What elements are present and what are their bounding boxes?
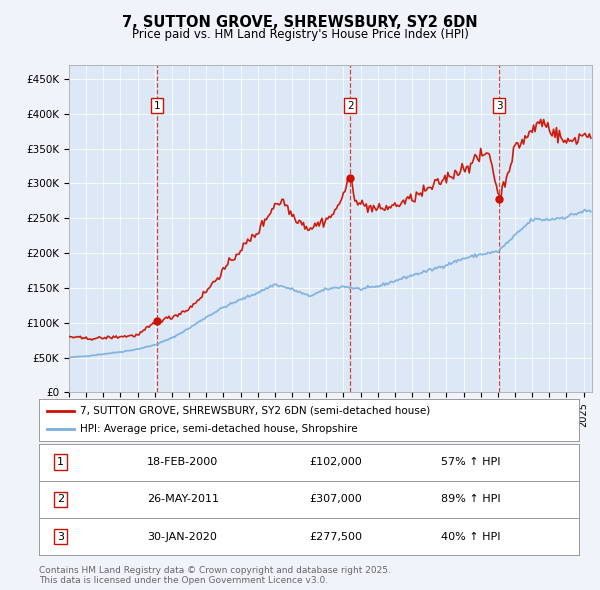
Text: 2: 2 xyxy=(57,494,64,504)
Text: 2: 2 xyxy=(347,101,353,111)
Text: £277,500: £277,500 xyxy=(310,532,362,542)
Text: HPI: Average price, semi-detached house, Shropshire: HPI: Average price, semi-detached house,… xyxy=(79,424,357,434)
Text: 1: 1 xyxy=(57,457,64,467)
Text: 7, SUTTON GROVE, SHREWSBURY, SY2 6DN: 7, SUTTON GROVE, SHREWSBURY, SY2 6DN xyxy=(122,15,478,30)
Text: Price paid vs. HM Land Registry's House Price Index (HPI): Price paid vs. HM Land Registry's House … xyxy=(131,28,469,41)
Text: 7, SUTTON GROVE, SHREWSBURY, SY2 6DN (semi-detached house): 7, SUTTON GROVE, SHREWSBURY, SY2 6DN (se… xyxy=(79,406,430,416)
Text: 3: 3 xyxy=(57,532,64,542)
Text: 40% ↑ HPI: 40% ↑ HPI xyxy=(441,532,501,542)
Text: £307,000: £307,000 xyxy=(310,494,362,504)
Text: Contains HM Land Registry data © Crown copyright and database right 2025.
This d: Contains HM Land Registry data © Crown c… xyxy=(39,566,391,585)
Text: 30-JAN-2020: 30-JAN-2020 xyxy=(147,532,217,542)
Text: 18-FEB-2000: 18-FEB-2000 xyxy=(147,457,218,467)
Text: 1: 1 xyxy=(154,101,160,111)
Text: 26-MAY-2011: 26-MAY-2011 xyxy=(147,494,219,504)
Text: £102,000: £102,000 xyxy=(310,457,362,467)
Text: 3: 3 xyxy=(496,101,503,111)
Text: 89% ↑ HPI: 89% ↑ HPI xyxy=(441,494,501,504)
Text: 57% ↑ HPI: 57% ↑ HPI xyxy=(441,457,501,467)
